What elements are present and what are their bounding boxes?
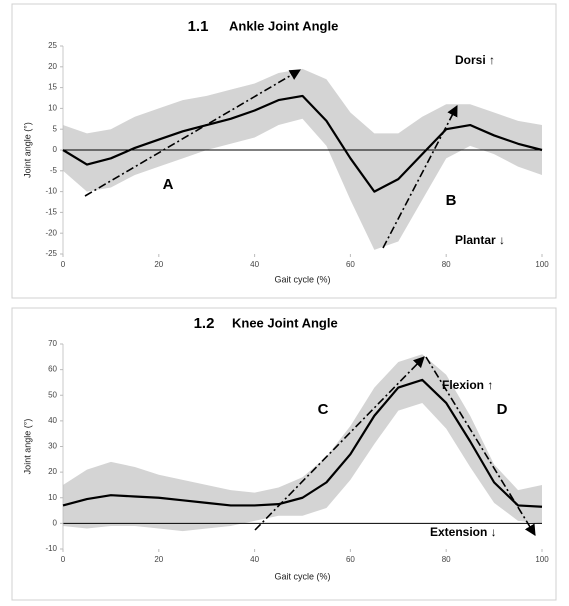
x-axis-label: Gait cycle (%) — [274, 571, 330, 581]
y-tick-label: 20 — [48, 467, 57, 476]
y-tick-label: -10 — [45, 187, 57, 196]
chart-number: 1.2 — [194, 315, 215, 332]
y-tick-label: 15 — [48, 83, 57, 92]
mean-line — [62, 378, 543, 508]
chart-number: 1.1 — [188, 18, 209, 35]
panel-frame — [11, 3, 557, 299]
chart-title: Ankle Joint Angle — [229, 18, 338, 33]
y-tick-label: 60 — [48, 365, 57, 374]
panel-frame — [11, 307, 557, 601]
annotation: D — [497, 401, 508, 418]
x-tick-label: 0 — [61, 260, 66, 269]
annotation: Plantar ↓ — [455, 233, 505, 247]
x-axis-label: Gait cycle (%) — [274, 274, 330, 284]
y-tick-label: 20 — [48, 62, 57, 71]
arrow — [425, 356, 536, 536]
y-tick-label: 10 — [48, 493, 57, 502]
y-tick-label: 30 — [48, 442, 57, 451]
x-tick-label: 0 — [61, 555, 66, 564]
x-tick-label: 20 — [154, 555, 163, 564]
x-tick-label: 40 — [250, 555, 259, 564]
annotation: Extension ↓ — [430, 525, 497, 539]
x-tick-label: 80 — [442, 555, 451, 564]
y-tick-label: 0 — [53, 145, 58, 154]
arrow — [382, 105, 458, 249]
x-tick-label: 20 — [154, 260, 163, 269]
x-tick-label: 60 — [346, 555, 355, 564]
y-tick-label: 40 — [48, 416, 57, 425]
x-tick-label: 100 — [535, 260, 549, 269]
x-tick-label: 80 — [442, 260, 451, 269]
sd-band — [63, 68, 542, 250]
x-tick-label: 40 — [250, 260, 259, 269]
y-axis-label: Joint angle (°) — [22, 122, 32, 178]
sd-band — [63, 354, 542, 532]
annotation: Flexion ↑ — [442, 378, 493, 392]
mean-line — [62, 94, 543, 193]
annotation: Dorsi ↑ — [455, 53, 495, 67]
y-tick-label: 10 — [48, 104, 57, 113]
y-tick-label: 50 — [48, 390, 57, 399]
y-tick-label: 25 — [48, 41, 57, 50]
y-tick-label: -5 — [50, 166, 58, 175]
y-tick-label: 0 — [53, 518, 58, 527]
annotation: B — [446, 192, 457, 209]
y-tick-label: 70 — [48, 339, 57, 348]
x-tick-label: 100 — [535, 555, 549, 564]
annotation: C — [318, 401, 329, 418]
y-tick-label: -25 — [45, 249, 57, 258]
chart-title: Knee Joint Angle — [232, 315, 338, 330]
y-tick-label: 5 — [53, 124, 58, 133]
y-tick-label: -15 — [45, 208, 57, 217]
y-tick-label: -10 — [45, 544, 57, 553]
annotation: A — [163, 176, 174, 193]
y-axis-label: Joint angle (°) — [22, 419, 32, 475]
arrow — [84, 69, 301, 197]
x-tick-label: 60 — [346, 260, 355, 269]
y-tick-label: -20 — [45, 228, 57, 237]
